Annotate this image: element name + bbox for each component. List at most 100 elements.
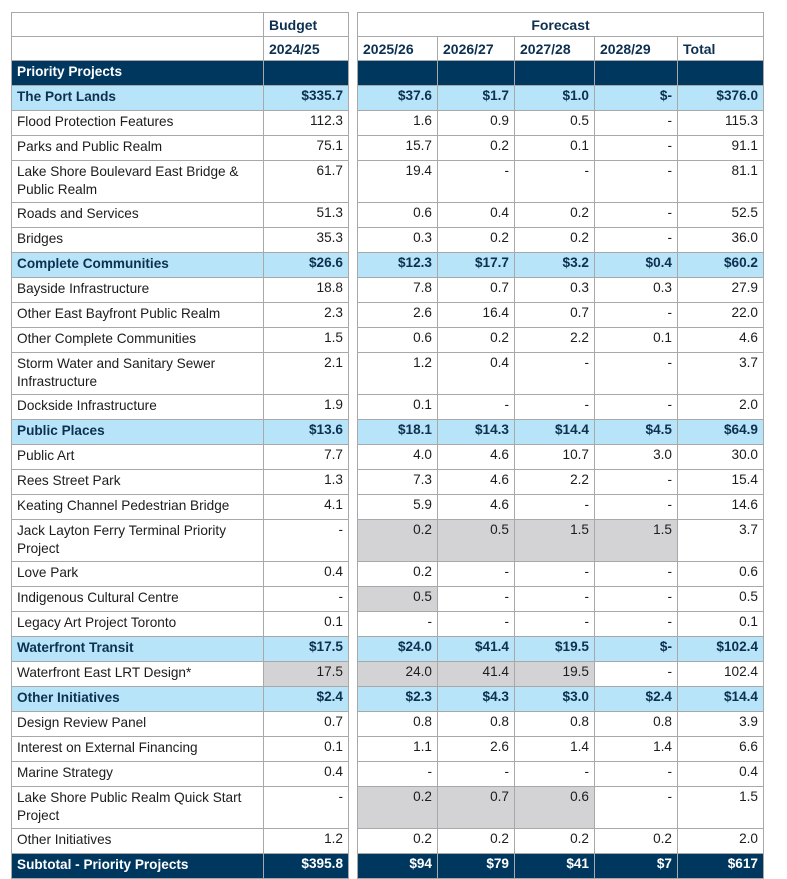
section-row: Other Initiatives $2.4 $2.3 $4.3 $3.0 $2.4 $14… xyxy=(11,686,764,712)
forecast-cell: - xyxy=(594,586,678,612)
forecast-cell xyxy=(357,60,438,86)
forecast-cell xyxy=(514,60,595,86)
budget-cell: 18.8 xyxy=(263,277,349,303)
column-gap xyxy=(348,277,358,303)
row-label: Lake Shore Boulevard East Bridge & Publi… xyxy=(11,160,264,203)
forecast-cell: 0.6 xyxy=(514,786,595,829)
budget-header: Budget xyxy=(263,12,349,37)
forecast-cell: 2.6 xyxy=(357,302,438,328)
table-row: Love Park 0.4 0.2- - -0.6 xyxy=(11,561,764,587)
header-row-2: 2024/25 2025/26 2026/27 2027/28 2028/29 … xyxy=(11,36,764,61)
forecast-cell: 19.5 xyxy=(514,661,595,687)
table-row: Legacy Art Project Toronto 0.1- - - -0.1 xyxy=(11,611,764,637)
forecast-cell: 4.6 xyxy=(437,494,515,520)
forecast-cell: - xyxy=(514,394,595,420)
budget-cell: 0.1 xyxy=(263,736,349,762)
budget-cell: 61.7 xyxy=(263,160,349,203)
row-label: Other East Bayfront Public Realm xyxy=(11,302,264,328)
forecast-cell: 0.2 xyxy=(357,786,438,829)
forecast-cell: 0.1 xyxy=(514,135,595,161)
forecast-cell: - xyxy=(594,394,678,420)
forecast-cell: 0.3 xyxy=(594,277,678,303)
table-row: Parks and Public Realm 75.1 15.7 0.2 0.1-91.… xyxy=(11,135,764,161)
total-cell: 1.5 xyxy=(677,786,764,829)
forecast-year-header: 2025/26 xyxy=(357,36,438,61)
forecast-year-header: 2026/27 xyxy=(437,36,515,61)
table-row: Rees Street Park 1.3 7.3 4.6 2.2-15.4 xyxy=(11,469,764,495)
forecast-cell: $0.4 xyxy=(594,252,678,278)
forecast-cell: 4.0 xyxy=(357,444,438,470)
header-row-1: Budget Forecast xyxy=(11,12,764,37)
table-row: Keating Channel Pedestrian Bridge 4.1 5.9 4… xyxy=(11,494,764,520)
forecast-cell: 15.7 xyxy=(357,135,438,161)
total-row: Priority Projects xyxy=(11,60,764,86)
forecast-cell: - xyxy=(437,586,515,612)
column-gap xyxy=(348,611,358,637)
forecast-cell: 7.3 xyxy=(357,469,438,495)
forecast-cell: - xyxy=(594,611,678,637)
forecast-cell: $4.3 xyxy=(437,686,515,712)
budget-cell: 2.1 xyxy=(263,352,349,395)
table-row: Waterfront East LRT Design* 17.5 24.0 41.4 1… xyxy=(11,661,764,687)
header-empty xyxy=(11,36,264,61)
row-label: Interest on External Financing xyxy=(11,736,264,762)
column-gap xyxy=(348,394,358,420)
forecast-cell: $41 xyxy=(514,853,595,879)
table-row: Storm Water and Sanitary Sewer Infrastru… xyxy=(11,352,764,395)
column-gap xyxy=(348,160,358,203)
forecast-cell: 0.9 xyxy=(437,110,515,136)
budget-cell: $17.5 xyxy=(263,636,349,662)
total-cell: $60.2 xyxy=(677,252,764,278)
forecast-cell: 16.4 xyxy=(437,302,515,328)
column-gap xyxy=(348,419,358,445)
total-cell: 0.1 xyxy=(677,611,764,637)
row-label: Lake Shore Public Realm Quick Start Proj… xyxy=(11,786,264,829)
budget-cell: 35.3 xyxy=(263,227,349,253)
table-row: Design Review Panel 0.7 0.8 0.8 0.8 0.8 3.9 xyxy=(11,711,764,737)
total-cell: 14.6 xyxy=(677,494,764,520)
total-cell xyxy=(677,60,764,86)
row-label: Rees Street Park xyxy=(11,469,264,495)
total-cell: 2.0 xyxy=(677,394,764,420)
forecast-cell: 10.7 xyxy=(514,444,595,470)
forecast-cell: - xyxy=(437,611,515,637)
forecast-cell: - xyxy=(594,661,678,687)
forecast-cell: 0.6 xyxy=(357,202,438,228)
total-cell: $64.9 xyxy=(677,419,764,445)
forecast-cell: - xyxy=(514,494,595,520)
forecast-cell: - xyxy=(594,561,678,587)
column-gap xyxy=(348,586,358,612)
forecast-cell: $- xyxy=(594,85,678,111)
column-gap xyxy=(348,12,358,37)
budget-cell: 17.5 xyxy=(263,661,349,687)
total-cell: 22.0 xyxy=(677,302,764,328)
total-cell: 115.3 xyxy=(677,110,764,136)
forecast-cell: $14.3 xyxy=(437,419,515,445)
forecast-cell: $- xyxy=(594,636,678,662)
budget-cell: 1.9 xyxy=(263,394,349,420)
forecast-cell: 1.5 xyxy=(594,519,678,562)
total-cell: 91.1 xyxy=(677,135,764,161)
row-label: Waterfront East LRT Design* xyxy=(11,661,264,687)
table-row: Bayside Infrastructure 18.8 7.8 0.7 0.3 0.3 27… xyxy=(11,277,764,303)
forecast-cell: $37.6 xyxy=(357,85,438,111)
total-cell: $14.4 xyxy=(677,686,764,712)
row-label: Design Review Panel xyxy=(11,711,264,737)
total-cell: $376.0 xyxy=(677,85,764,111)
forecast-cell: 0.2 xyxy=(437,227,515,253)
table-row: Dockside Infrastructure 1.9 0.1- - -2.0 xyxy=(11,394,764,420)
budget-cell: - xyxy=(263,786,349,829)
budget-cell: 4.1 xyxy=(263,494,349,520)
forecast-cell: - xyxy=(594,135,678,161)
forecast-cell: 7.8 xyxy=(357,277,438,303)
forecast-cell: - xyxy=(437,394,515,420)
total-row: Subtotal - Priority Projects $395.8 $94 $79… xyxy=(11,853,764,879)
table-row: Jack Layton Ferry Terminal Priority Proj… xyxy=(11,519,764,562)
budget-cell: 0.7 xyxy=(263,711,349,737)
total-cell: $617 xyxy=(677,853,764,879)
column-gap xyxy=(348,444,358,470)
forecast-cell: 0.7 xyxy=(437,786,515,829)
forecast-cell: 0.4 xyxy=(437,202,515,228)
table-row: Marine Strategy 0.4- - - -0.4 xyxy=(11,761,764,787)
column-gap xyxy=(348,853,358,879)
